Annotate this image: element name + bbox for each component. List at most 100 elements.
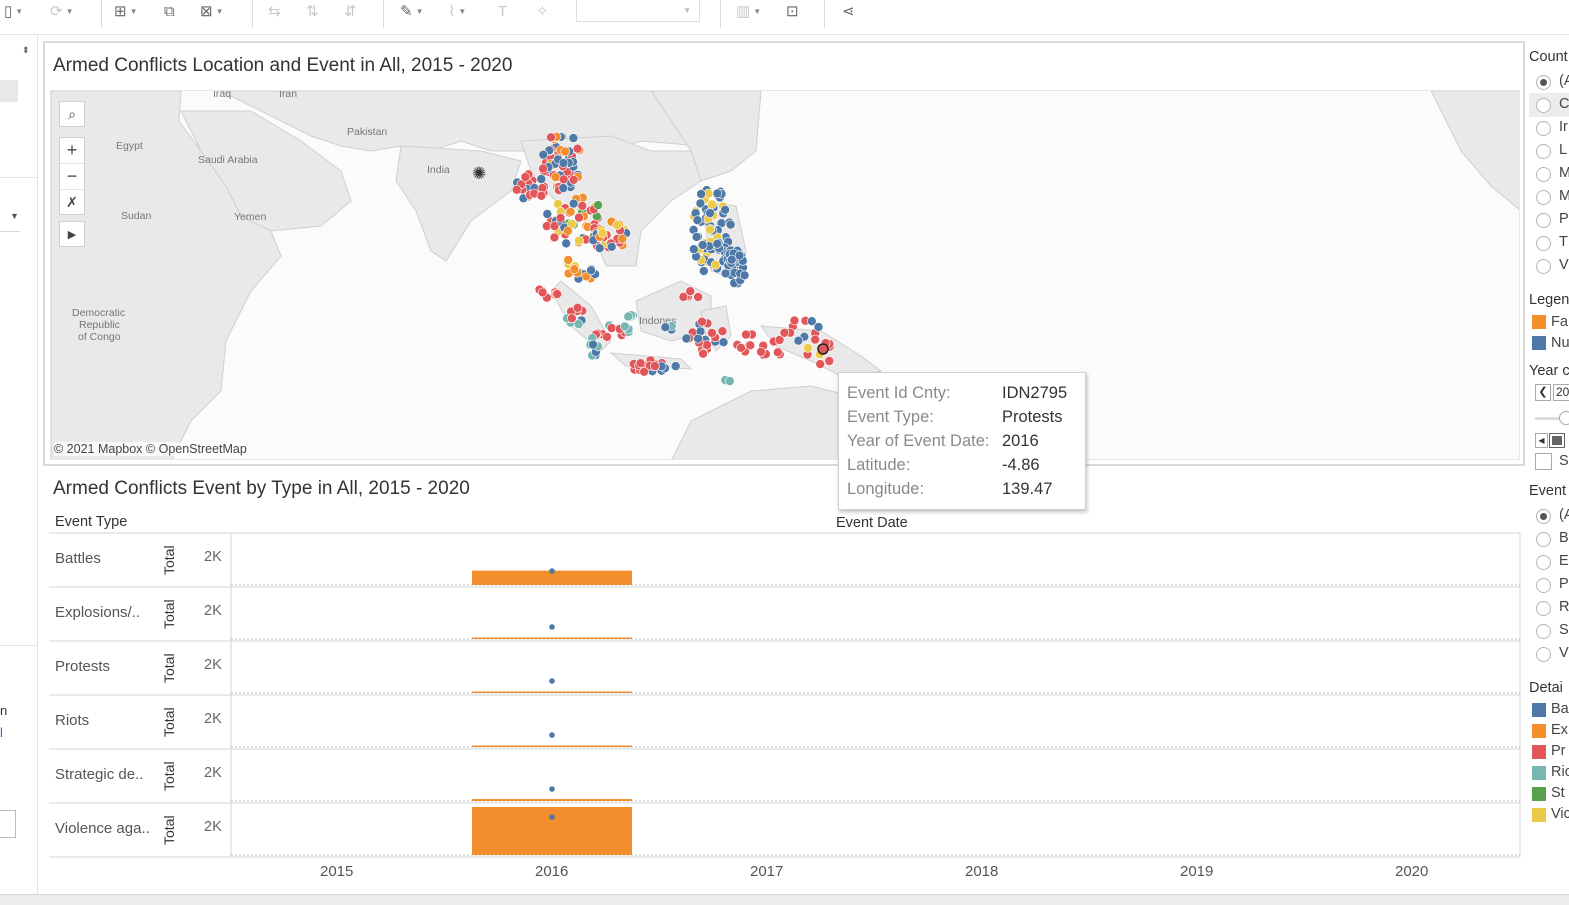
selected-conflict-point[interactable] <box>817 343 829 355</box>
conflict-point[interactable] <box>597 228 608 238</box>
radio-button[interactable] <box>1536 601 1551 616</box>
conflict-point[interactable] <box>745 340 756 351</box>
conflict-point[interactable] <box>594 243 605 253</box>
conflict-point[interactable] <box>712 188 723 199</box>
zoom-in-icon[interactable]: + <box>60 138 84 164</box>
point-mark[interactable] <box>549 786 555 792</box>
show-history-checkbox[interactable] <box>1535 453 1552 470</box>
radio-label[interactable]: (A <box>1559 507 1569 523</box>
conflict-point[interactable] <box>538 163 548 174</box>
add-sheet-icon[interactable]: ⊞ ▼ <box>114 3 138 20</box>
radio-label[interactable]: C <box>1559 96 1569 112</box>
conflict-point[interactable] <box>756 346 766 357</box>
conflict-point[interactable] <box>685 286 696 296</box>
stop-icon[interactable] <box>1549 433 1565 448</box>
conflict-point[interactable] <box>558 183 569 193</box>
map-canvas[interactable]: Iraq Iran Pakistan Egypt Saudi Arabia In… <box>50 90 1520 460</box>
conflict-point[interactable] <box>602 332 612 342</box>
conflict-point[interactable] <box>717 326 728 336</box>
conflict-point[interactable] <box>707 328 717 338</box>
panel-input[interactable] <box>0 810 16 838</box>
radio-button[interactable] <box>1536 532 1551 547</box>
conflict-point[interactable] <box>577 201 588 211</box>
conflict-point[interactable] <box>549 232 560 243</box>
conflict-point[interactable] <box>793 335 804 346</box>
group-icon[interactable]: ⌇ ▼ <box>448 3 467 20</box>
radio-label[interactable]: B <box>1559 530 1569 546</box>
sort-descending-icon[interactable]: ⇵ <box>344 3 357 20</box>
conflict-point[interactable] <box>536 174 547 184</box>
radio-label[interactable]: (A <box>1559 73 1569 89</box>
conflict-point[interactable] <box>560 146 571 157</box>
conflict-point[interactable] <box>698 348 708 359</box>
conflict-point[interactable] <box>568 133 579 143</box>
expand-toolbar-icon[interactable]: ▶ <box>59 221 85 247</box>
point-mark[interactable] <box>549 814 555 820</box>
year-slider-track[interactable] <box>1535 417 1569 420</box>
conflict-point[interactable] <box>725 219 736 230</box>
radio-button[interactable] <box>1536 647 1551 662</box>
conflict-point[interactable] <box>736 342 746 353</box>
clear-icon[interactable]: ⊠ ▼ <box>200 3 224 20</box>
conflict-point[interactable] <box>710 260 721 270</box>
conflict-point[interactable] <box>815 359 826 369</box>
conflict-point[interactable] <box>705 224 715 235</box>
conflict-point[interactable] <box>692 215 703 225</box>
radio-button[interactable] <box>1536 555 1551 570</box>
share-icon[interactable]: ⋖ <box>842 3 855 20</box>
radio-label[interactable]: E <box>1559 553 1569 569</box>
radio-label[interactable]: T <box>1559 234 1568 250</box>
conflict-point[interactable] <box>772 347 783 358</box>
conflict-point[interactable] <box>565 207 576 217</box>
point-mark[interactable] <box>549 678 555 684</box>
conflict-point[interactable] <box>724 376 735 386</box>
conflict-point[interactable] <box>569 264 580 274</box>
year-value[interactable]: 20 <box>1553 384 1569 401</box>
conflict-point[interactable] <box>789 315 800 326</box>
radio-label[interactable]: V <box>1559 257 1569 273</box>
conflict-point[interactable] <box>660 322 671 332</box>
conflict-point[interactable] <box>563 255 574 265</box>
conflict-point[interactable] <box>718 337 729 347</box>
radio-button[interactable] <box>1536 75 1551 90</box>
conflict-point[interactable] <box>734 250 745 261</box>
conflict-point[interactable] <box>824 356 835 366</box>
conflict-point[interactable] <box>542 209 553 219</box>
bar[interactable] <box>472 691 632 694</box>
conflict-point[interactable] <box>567 219 577 229</box>
conflict-point[interactable] <box>558 158 569 168</box>
radio-label[interactable]: P <box>1559 211 1569 227</box>
conflict-point[interactable] <box>635 358 646 369</box>
conflict-point[interactable] <box>574 212 584 223</box>
sort-ascending-icon[interactable]: ⇅ <box>306 3 319 20</box>
previous-year-button[interactable]: ❮ <box>1535 384 1551 401</box>
conflict-point[interactable] <box>670 361 681 371</box>
radio-button[interactable] <box>1536 578 1551 593</box>
conflict-point[interactable] <box>698 266 709 276</box>
radio-label[interactable]: L <box>1559 142 1568 158</box>
conflict-point[interactable] <box>574 235 584 246</box>
radio-button[interactable] <box>1536 98 1551 113</box>
radio-button[interactable] <box>1536 144 1551 159</box>
conflict-point[interactable] <box>567 313 577 324</box>
conflict-point[interactable] <box>697 316 707 327</box>
conflict-point[interactable] <box>720 205 730 215</box>
conflict-point[interactable] <box>813 322 824 332</box>
conflict-point[interactable] <box>552 289 563 299</box>
conflict-point[interactable] <box>681 333 692 344</box>
duplicate-icon[interactable]: ⧉ <box>164 2 175 20</box>
conflict-point[interactable] <box>707 199 717 210</box>
conflict-point[interactable] <box>549 221 560 231</box>
point-mark[interactable] <box>549 732 555 738</box>
conflict-point[interactable] <box>617 234 628 244</box>
conflict-point[interactable] <box>568 175 579 185</box>
conflict-point[interactable] <box>688 244 699 254</box>
radio-label[interactable]: M <box>1559 188 1569 204</box>
zoom-out-icon[interactable]: − <box>60 164 84 190</box>
conflict-point[interactable] <box>803 343 813 353</box>
conflict-point[interactable] <box>806 316 817 326</box>
radio-button[interactable] <box>1536 167 1551 182</box>
conflict-point[interactable] <box>593 200 603 210</box>
conflict-point[interactable] <box>639 366 649 377</box>
show-me-icon[interactable]: ▥ ▼ <box>736 3 762 20</box>
